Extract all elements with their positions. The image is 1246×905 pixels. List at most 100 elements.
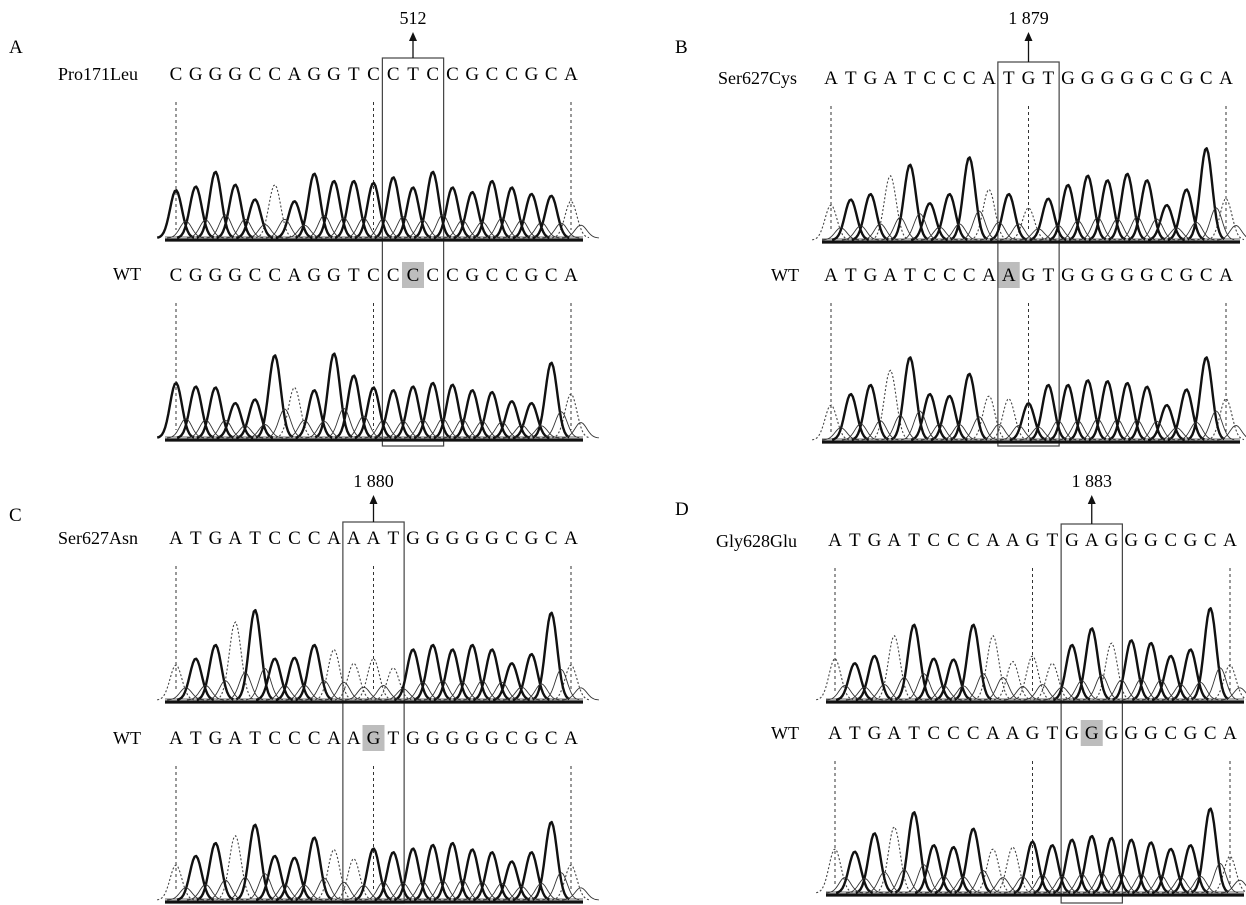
base-letter: T: [845, 265, 857, 286]
base-letter: T: [904, 265, 916, 286]
base-letter: A: [327, 728, 341, 749]
base-letter: G: [1081, 68, 1095, 89]
base-letter: A: [824, 68, 838, 89]
base-letter: G: [1061, 265, 1075, 286]
base-letter: C: [446, 64, 459, 85]
base-letter: G: [465, 265, 479, 286]
base-letter: C: [943, 265, 956, 286]
base-letter: A: [228, 528, 242, 549]
base-letter: C: [268, 64, 281, 85]
position-number: 1 880: [353, 471, 394, 491]
changed-base-highlight: [362, 725, 385, 751]
base-letter: G: [485, 528, 499, 549]
base-letter: G: [465, 728, 479, 749]
mutation-label: Ser627Cys: [718, 68, 797, 88]
mut-chromatogram: [157, 608, 599, 704]
base-letter: C: [486, 265, 499, 286]
base-letter: C: [923, 265, 936, 286]
changed-base-highlight: [402, 262, 424, 288]
position-arrow-head: [369, 495, 378, 504]
base-letter: T: [908, 530, 920, 551]
base-letter: C: [288, 728, 301, 749]
base-letter: C: [545, 265, 558, 286]
base-letter: C: [426, 64, 439, 85]
base-letter: C: [967, 723, 980, 744]
primary-trace: [156, 170, 570, 239]
wt-chromatogram: [816, 807, 1246, 897]
secondary-trace: [812, 369, 1245, 441]
base-letter: G: [228, 265, 242, 286]
primary-trace: [835, 807, 1229, 894]
background-trace: [826, 667, 1246, 701]
mut-chromatogram: [812, 147, 1246, 244]
base-letter: G: [485, 728, 499, 749]
base-letter: C: [308, 528, 321, 549]
base-letter: G: [864, 68, 878, 89]
background-trace: [826, 863, 1246, 894]
base-letter: G: [1105, 530, 1119, 551]
base-letter: G: [1120, 265, 1134, 286]
base-letter: G: [1140, 265, 1154, 286]
base-letter: T: [407, 64, 419, 85]
base-letter: T: [845, 68, 857, 89]
base-letter: C: [963, 265, 976, 286]
base-letter: G: [426, 728, 440, 749]
position-number: 1 879: [1008, 8, 1049, 28]
base-letter: A: [347, 528, 361, 549]
base-letter: C: [967, 530, 980, 551]
panel-letter: C: [9, 505, 22, 526]
base-letter: A: [1223, 723, 1237, 744]
base-letter: C: [545, 528, 558, 549]
codon-box: [1060, 523, 1123, 904]
base-letter: A: [1219, 68, 1233, 89]
base-letter: G: [1026, 723, 1040, 744]
mut-chromatogram: [816, 607, 1246, 704]
background-trace: [167, 667, 599, 701]
base-letter: C: [1164, 530, 1177, 551]
base-letter: T: [849, 723, 861, 744]
base-letter: C: [947, 723, 960, 744]
base-letter: G: [1144, 530, 1158, 551]
base-letter: T: [1042, 265, 1054, 286]
base-letter: A: [564, 528, 578, 549]
base-letter: C: [367, 265, 380, 286]
base-letter: G: [465, 64, 479, 85]
secondary-trace: [816, 635, 1246, 701]
base-letter: C: [268, 265, 281, 286]
base-letter: C: [927, 530, 940, 551]
base-letter: G: [465, 528, 479, 549]
base-letter: G: [1184, 723, 1198, 744]
base-letter: T: [1046, 530, 1058, 551]
base-letter: A: [1085, 530, 1099, 551]
mutation-label: Ser627Asn: [58, 528, 138, 548]
base-letter: C: [486, 64, 499, 85]
mut-chromatogram: [156, 170, 599, 242]
base-letter: G: [406, 528, 420, 549]
base-letter: G: [209, 728, 223, 749]
base-letter: C: [426, 265, 439, 286]
base-letter: C: [1160, 68, 1173, 89]
base-letter: C: [367, 64, 380, 85]
base-letter: T: [849, 530, 861, 551]
base-letter: G: [1184, 530, 1198, 551]
base-letter: C: [963, 68, 976, 89]
base-letter: C: [249, 265, 262, 286]
base-letter: G: [228, 64, 242, 85]
base-letter: A: [367, 528, 381, 549]
base-letter: A: [828, 723, 842, 744]
base-letter: T: [387, 528, 399, 549]
base-letter: A: [986, 530, 1000, 551]
base-letter: C: [923, 68, 936, 89]
base-letter: C: [927, 723, 940, 744]
wt-chromatogram: [157, 820, 599, 904]
primary-trace: [835, 607, 1229, 701]
position-arrow-head: [1087, 495, 1096, 504]
position-number: 512: [400, 8, 427, 28]
background-trace: [167, 408, 599, 439]
